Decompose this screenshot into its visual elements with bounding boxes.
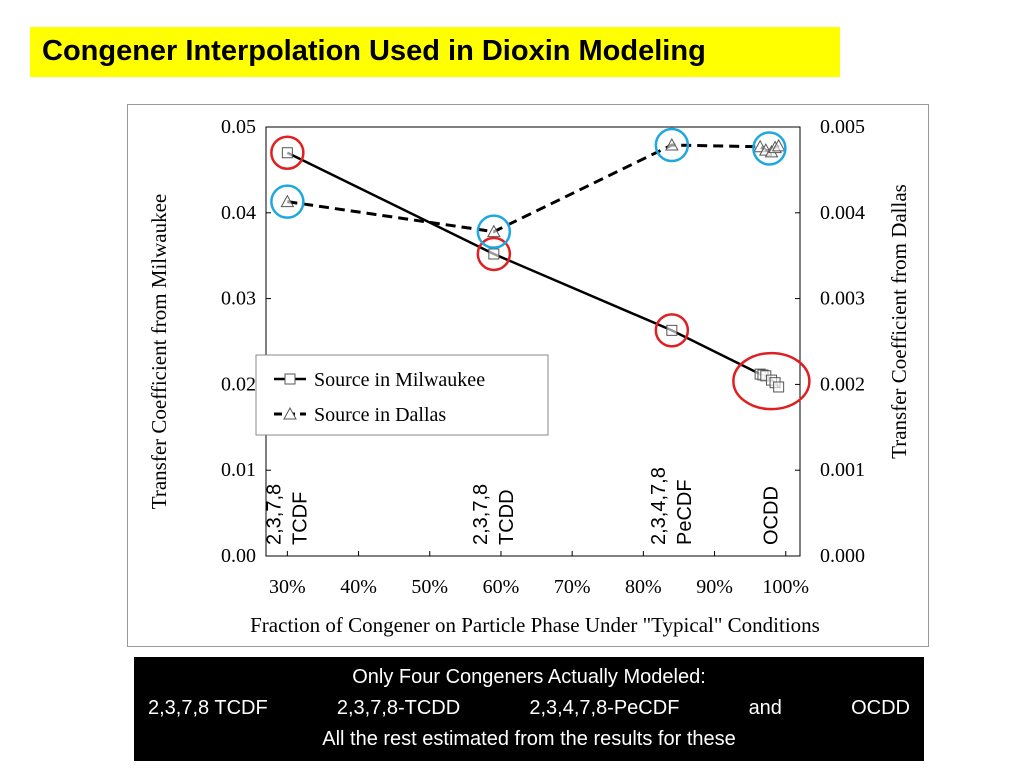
note-congener: 2,3,7,8-TCDD xyxy=(336,697,461,719)
congener-label: 2,3,7,8 xyxy=(263,484,285,545)
note-congener: 2,3,7,8 TCDF xyxy=(148,697,268,719)
series-line-square xyxy=(286,151,780,388)
congener-label: TCDF xyxy=(289,492,311,545)
note-congener: OCDD xyxy=(851,697,910,719)
chart-frame: 30% 40% 50% 60% 70% 80% 90% 100% 0.00 0.01 0.02 0.0… xyxy=(127,104,929,647)
data-point-square xyxy=(666,324,678,336)
note-line-3: All the rest estimated from the results … xyxy=(322,728,736,750)
legend-label: Source in Dallas xyxy=(314,404,446,426)
legend-marker-triangle xyxy=(283,406,297,420)
note-line-1: Only Four Congeners Actually Modeled: xyxy=(352,666,706,688)
page-title: Congener Interpolation Used in Dioxin Mo… xyxy=(42,35,706,67)
x-tick-label: 40% xyxy=(340,576,377,598)
y-right-tick-label: 0.005 xyxy=(820,116,865,138)
data-point-triangle xyxy=(486,224,501,238)
y-left-tick-label: 0.04 xyxy=(221,202,256,224)
x-axis-label: Fraction of Congener on Particle Phase U… xyxy=(250,613,820,637)
congener-label: 2,3,4,7,8 xyxy=(648,467,670,545)
y-right-axis-label: Transfer Coefficient from Dallas xyxy=(887,184,911,459)
x-tick-label: 90% xyxy=(696,576,733,598)
y-left-tick-label: 0.00 xyxy=(221,545,256,567)
y-right-tick-label: 0.000 xyxy=(820,545,865,567)
data-point-square xyxy=(488,248,500,260)
highlight-circle-blue xyxy=(476,214,512,249)
highlight-circle-red xyxy=(654,313,690,348)
congener-label: PeCDF xyxy=(674,479,696,545)
legend-label: Source in Milwaukee xyxy=(314,369,485,391)
y-right-tick-label: 0.003 xyxy=(820,288,865,310)
congener-label: 2,3,7,8 xyxy=(470,484,492,545)
data-point-square xyxy=(281,147,293,159)
y-right-tick-label: 0.002 xyxy=(820,373,865,395)
highlight-circle-blue xyxy=(752,131,787,166)
plot-area xyxy=(265,126,801,557)
title-banner: Congener Interpolation Used in Dioxin Mo… xyxy=(30,27,840,77)
note-box: Only Four Congeners Actually Modeled: 2,… xyxy=(134,657,924,761)
data-point-triangle xyxy=(664,137,679,151)
congener-label: OCDD xyxy=(761,486,783,545)
highlight-circle-red xyxy=(476,236,512,272)
data-point-triangle xyxy=(771,138,786,152)
highlight-circle-red xyxy=(270,135,305,170)
note-congener-row: 2,3,7,8 TCDF 2,3,7,8-TCDD 2,3,4,7,8-PeCD… xyxy=(148,697,910,720)
y-left-tick-label: 0.05 xyxy=(221,116,256,138)
y-right-tick-label: 0.004 xyxy=(820,202,865,224)
legend-box xyxy=(255,354,549,436)
x-tick-label: 30% xyxy=(269,576,306,598)
note-congener: and xyxy=(748,697,782,719)
data-point-square xyxy=(773,381,785,393)
y-left-tick-label: 0.02 xyxy=(221,373,256,395)
y-left-tick-label: 0.03 xyxy=(221,288,256,310)
y-left-axis-label: Transfer Coefficient from Milwaukee xyxy=(147,194,171,510)
x-tick-label: 80% xyxy=(625,576,662,598)
highlight-circle-blue xyxy=(654,127,690,163)
x-tick-label: 100% xyxy=(762,576,809,598)
legend-marker-square xyxy=(284,373,296,385)
congener-chart: 30% 40% 50% 60% 70% 80% 90% 100% 0.00 0.01 0.02 0.0… xyxy=(147,116,911,637)
y-left-tick-label: 0.01 xyxy=(221,459,256,481)
x-tick-label: 70% xyxy=(554,576,591,598)
x-tick-label: 50% xyxy=(411,576,448,598)
y-right-tick-label: 0.001 xyxy=(820,459,865,481)
note-congener: 2,3,4,7,8-PeCDF xyxy=(529,697,680,719)
highlight-circle-red xyxy=(732,351,811,411)
highlight-circle-blue xyxy=(270,184,305,219)
data-point-triangle xyxy=(280,194,295,208)
congener-label: TCDD xyxy=(496,489,518,545)
x-tick-label: 60% xyxy=(483,576,520,598)
